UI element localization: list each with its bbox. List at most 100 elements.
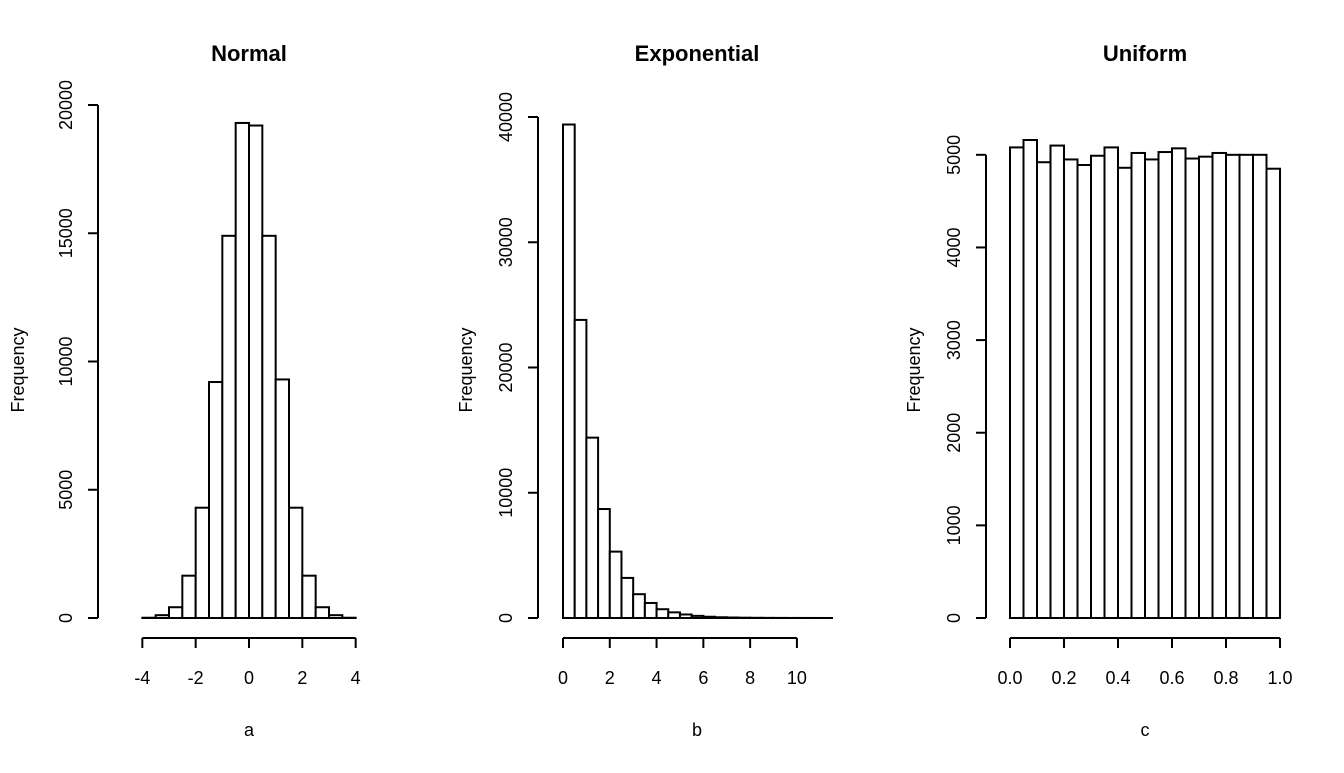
histogram-bar — [1172, 148, 1186, 618]
chart-title: Uniform — [1103, 41, 1187, 66]
histogram-bar — [1253, 155, 1267, 618]
y-tick-label: 4000 — [944, 227, 964, 267]
x-axis-label: b — [692, 720, 702, 740]
histogram-bar — [1037, 162, 1051, 618]
x-tick-label: 0.6 — [1159, 668, 1184, 688]
x-tick-label: 0.2 — [1051, 668, 1076, 688]
histogram-bar — [329, 615, 342, 618]
y-tick-label: 0 — [944, 613, 964, 623]
x-axis-label: c — [1141, 720, 1150, 740]
bars — [563, 125, 832, 618]
y-axis: 0 5000 10000 15000 20000 — [56, 80, 98, 623]
histogram-bar — [1118, 168, 1132, 618]
bars — [142, 123, 355, 618]
histogram-bar — [715, 617, 727, 618]
histogram-bar — [196, 508, 209, 618]
panel-normal: Normal a Frequency -4 -2 0 2 4 0 5000 10000 150… — [8, 41, 361, 740]
histogram-bar — [1132, 153, 1146, 618]
y-tick-label: 0 — [496, 613, 516, 623]
histogram-bar — [1010, 147, 1024, 618]
y-tick-label: 20000 — [56, 80, 76, 130]
histogram-bar — [563, 125, 575, 618]
histogram-bar — [1051, 146, 1065, 618]
y-tick-label: 30000 — [496, 217, 516, 267]
x-tick-label: 0.4 — [1105, 668, 1130, 688]
histogram-bar — [1199, 157, 1213, 618]
x-tick-label: 0 — [558, 668, 568, 688]
x-axis: 0 2 4 6 8 10 — [558, 638, 807, 688]
y-axis: 0 10000 20000 30000 40000 — [496, 92, 538, 623]
y-tick-label: 5000 — [944, 135, 964, 175]
histogram-bar — [1186, 159, 1200, 618]
panel-exponential: Exponential b Frequency 0 2 4 6 8 10 0 10000 20… — [456, 41, 832, 740]
x-tick-label: 6 — [698, 668, 708, 688]
histogram-bar — [1105, 147, 1119, 618]
y-axis-label: Frequency — [904, 327, 924, 412]
x-axis: 0.0 0.2 0.4 0.6 0.8 1.0 — [997, 638, 1292, 688]
histogram-bar — [657, 609, 669, 618]
histogram-bar — [621, 578, 633, 618]
histogram-bar — [236, 123, 249, 618]
histogram-bar — [1240, 155, 1254, 618]
y-tick-label: 0 — [56, 613, 76, 623]
x-tick-label: 0.8 — [1213, 668, 1238, 688]
histogram-bar — [289, 508, 302, 618]
y-tick-label: 20000 — [496, 342, 516, 392]
x-axis: -4 -2 0 2 4 — [134, 638, 360, 688]
y-tick-label: 3000 — [944, 320, 964, 360]
panel-uniform: Uniform c Frequency 0.0 0.2 0.4 0.6 0.8 1.0 0… — [904, 41, 1293, 740]
x-tick-label: 0.0 — [997, 668, 1022, 688]
x-tick-label: 1.0 — [1267, 668, 1292, 688]
histogram-bar — [249, 126, 262, 618]
histogram-bar — [156, 615, 169, 618]
histogram-bar — [727, 618, 739, 619]
x-tick-label: 4 — [652, 668, 662, 688]
x-axis-label: a — [244, 720, 255, 740]
histogram-bar — [668, 612, 680, 618]
y-tick-label: 15000 — [56, 208, 76, 258]
histogram-bar — [302, 576, 315, 618]
histogram-bar — [598, 509, 610, 618]
x-tick-label: 2 — [297, 668, 307, 688]
chart-title: Normal — [211, 41, 287, 66]
histogram-bar — [1213, 153, 1227, 618]
histogram-bar — [276, 379, 289, 618]
histogram-bar — [1145, 159, 1159, 618]
x-tick-label: 4 — [351, 668, 361, 688]
y-tick-label: 5000 — [56, 470, 76, 510]
histogram-bar — [610, 552, 622, 618]
histogram-bar — [1267, 169, 1281, 618]
histogram-bar — [316, 607, 329, 618]
histogram-bar — [1091, 156, 1105, 618]
histogram-bar — [222, 236, 235, 618]
y-tick-label: 10000 — [56, 336, 76, 386]
x-tick-label: 2 — [605, 668, 615, 688]
x-tick-label: -4 — [134, 668, 150, 688]
y-axis-label: Frequency — [8, 327, 28, 412]
y-tick-label: 1000 — [944, 505, 964, 545]
histogram-bar — [1064, 159, 1078, 618]
histogram-bar — [703, 617, 715, 618]
histogram-bar — [209, 382, 222, 618]
histogram-bar — [262, 236, 275, 618]
y-tick-label: 2000 — [944, 413, 964, 453]
y-axis-label: Frequency — [456, 327, 476, 412]
bars — [1010, 140, 1280, 618]
histogram-bar — [1226, 155, 1240, 618]
histogram-bar — [633, 594, 645, 618]
x-tick-label: 10 — [787, 668, 807, 688]
x-tick-label: 8 — [745, 668, 755, 688]
x-tick-label: 0 — [244, 668, 254, 688]
x-tick-label: -2 — [188, 668, 204, 688]
chart-title: Exponential — [635, 41, 760, 66]
y-tick-label: 10000 — [496, 468, 516, 518]
y-axis: 0 1000 2000 3000 4000 5000 — [944, 135, 986, 623]
histogram-bar — [1024, 140, 1038, 618]
y-tick-label: 40000 — [496, 92, 516, 142]
histogram-bar — [680, 614, 692, 618]
histogram-bar — [645, 603, 657, 618]
histogram-bar — [692, 616, 704, 618]
histogram-bar — [586, 438, 598, 618]
